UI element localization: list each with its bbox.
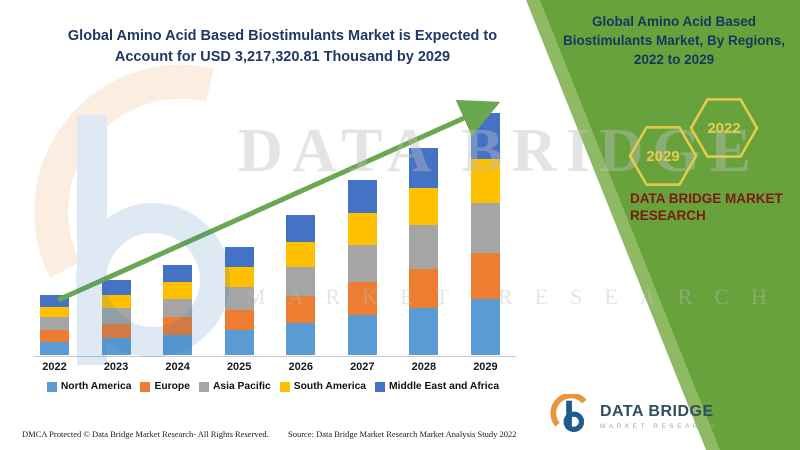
bar-segment-asia-pacific <box>224 286 254 310</box>
logo-title: DATA BRIDGE <box>600 402 714 420</box>
bar-segment-europe <box>409 268 439 308</box>
bar-segment-asia-pacific <box>409 224 439 269</box>
legend-swatch <box>46 381 57 392</box>
bar-segment-north-america <box>101 338 131 355</box>
bar-segment-south-america <box>224 267 254 287</box>
source-note: Source: Data Bridge Market Research Mark… <box>288 429 517 439</box>
bar-segment-middle-east-and-africa <box>224 246 254 268</box>
x-axis-label: 2028 <box>411 361 437 373</box>
bar-segment-south-america <box>286 241 316 267</box>
legend-label: Asia Pacific <box>212 381 271 392</box>
bar-segment-europe <box>347 281 377 315</box>
bar-segment-south-america <box>347 213 377 245</box>
x-axis-label: 2027 <box>350 361 375 373</box>
databridge-logo-mark-icon <box>550 394 587 433</box>
bar-segment-north-america <box>286 322 316 355</box>
chart-legend: North America Europe Asia Pacific South Ame… <box>8 381 538 392</box>
legend-item: Middle East and Africa <box>375 381 499 392</box>
bar-segment-europe <box>286 296 316 323</box>
bar-2028 <box>409 148 439 355</box>
bar-segment-south-america <box>409 187 439 225</box>
legend-swatch <box>375 381 386 392</box>
bar-2025 <box>224 246 254 355</box>
bar-segment-europe <box>40 330 69 342</box>
bar-segment-south-america <box>470 158 500 203</box>
bar-segment-asia-pacific <box>286 266 316 297</box>
hexagon-2022-label: 2022 <box>707 120 740 137</box>
panel-title: Global Amino Acid Based Biostimulants Ma… <box>562 14 786 67</box>
legend-item: North America <box>46 381 132 392</box>
legend-label: Europe <box>154 381 190 392</box>
bar-segment-north-america <box>163 334 193 355</box>
dmca-notice: DMCA Protected © Data Bridge Market Rese… <box>22 429 269 439</box>
bar-group <box>40 110 500 355</box>
bar-2029 <box>470 113 500 355</box>
bar-segment-asia-pacific <box>347 244 377 282</box>
bar-segment-south-america <box>163 282 193 299</box>
bar-segment-europe <box>470 253 500 300</box>
bar-segment-europe <box>163 317 193 335</box>
bar-segment-south-america <box>40 306 69 318</box>
bar-segment-middle-east-and-africa <box>347 179 377 214</box>
legend-swatch <box>198 381 209 392</box>
hexagon-2029-icon <box>628 126 698 186</box>
databridge-logo: DATA BRIDGE MARKET RESEARCH <box>548 394 717 438</box>
bar-segment-asia-pacific <box>101 308 131 324</box>
brand-text: DATA BRIDGE MARKET RESEARCH <box>630 191 783 223</box>
bar-segment-north-america <box>224 330 254 355</box>
bar-segment-south-america <box>101 294 131 309</box>
bar-segment-middle-east-and-africa <box>101 279 131 295</box>
bar-segment-north-america <box>409 307 439 355</box>
legend-label: North America <box>60 381 132 392</box>
legend-label: South America <box>293 381 367 392</box>
bar-2023 <box>101 279 131 355</box>
legend-item: South America <box>279 381 367 392</box>
bar-segment-middle-east-and-africa <box>409 148 439 188</box>
bar-segment-asia-pacific <box>40 317 69 331</box>
bar-segment-asia-pacific <box>470 202 500 254</box>
x-axis-labels: 2022 2023 2024 2025 2026 2027 2028 2029 <box>40 361 500 373</box>
year-hexagons: 2029 2022 <box>628 98 759 186</box>
bar-2024 <box>163 264 193 355</box>
x-axis-label: 2026 <box>288 361 313 373</box>
bar-segment-asia-pacific <box>163 298 193 318</box>
x-axis-label: 2024 <box>165 361 190 373</box>
x-axis-label: 2029 <box>473 361 498 373</box>
x-axis-label: 2025 <box>226 361 252 373</box>
chart-title: Global Amino Acid Based Biostimulants Ma… <box>35 26 530 68</box>
bar-segment-middle-east-and-africa <box>40 294 69 307</box>
bar-segment-europe <box>224 309 254 331</box>
bar-2026 <box>286 215 316 355</box>
legend-swatch <box>140 381 151 392</box>
bar-segment-europe <box>101 323 131 339</box>
legend-item: Europe <box>140 381 190 392</box>
bar-segment-middle-east-and-africa <box>163 264 193 283</box>
x-axis-line <box>34 356 516 357</box>
bar-segment-north-america <box>40 341 69 355</box>
x-axis-label: 2022 <box>42 361 67 373</box>
bar-segment-north-america <box>470 299 500 355</box>
bar-segment-north-america <box>347 314 377 355</box>
chart-title-line2: Account for USD 3,217,320.81 Thousand by… <box>114 49 451 65</box>
bar-segment-middle-east-and-africa <box>470 113 500 159</box>
bar-2027 <box>347 179 377 355</box>
chart-title-line1: Global Amino Acid Based Biostimulants Ma… <box>67 28 498 44</box>
legend-item: Asia Pacific <box>198 381 271 392</box>
legend-swatch <box>279 381 290 392</box>
logo-subtitle: MARKET RESEARCH <box>600 422 718 430</box>
bar-2022 <box>40 294 69 355</box>
hexagon-2022-icon <box>689 98 759 158</box>
legend-label: Middle East and Africa <box>389 381 500 392</box>
bar-segment-middle-east-and-africa <box>286 215 316 242</box>
hexagon-2029-label: 2029 <box>646 148 679 165</box>
x-axis-label: 2023 <box>103 361 129 373</box>
